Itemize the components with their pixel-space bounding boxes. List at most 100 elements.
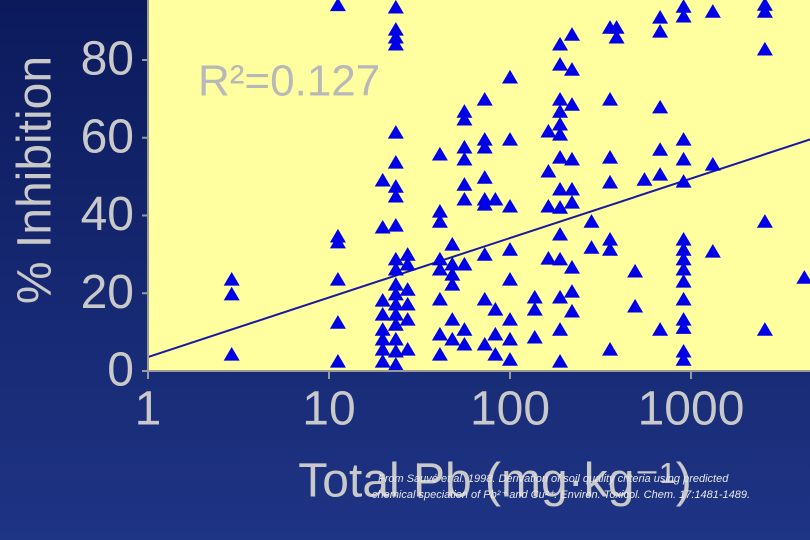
data-point bbox=[444, 331, 461, 346]
data-point bbox=[456, 151, 473, 166]
data-point bbox=[223, 286, 240, 301]
data-point bbox=[487, 301, 504, 316]
data-point bbox=[476, 197, 493, 211]
data-point bbox=[387, 125, 404, 139]
data-point bbox=[502, 69, 518, 84]
data-point bbox=[552, 322, 569, 336]
data-point bbox=[431, 146, 448, 161]
data-point bbox=[552, 149, 569, 164]
data-point bbox=[552, 127, 569, 141]
data-point bbox=[329, 0, 346, 12]
data-point bbox=[563, 97, 580, 111]
data-point bbox=[431, 214, 448, 228]
data-point bbox=[583, 214, 600, 228]
data-point bbox=[399, 282, 416, 296]
data-point bbox=[374, 219, 391, 234]
data-point bbox=[563, 284, 580, 298]
data-point bbox=[374, 331, 391, 346]
data-point bbox=[223, 272, 240, 286]
data-point bbox=[652, 322, 669, 336]
data-point bbox=[526, 329, 543, 344]
data-point bbox=[502, 272, 518, 286]
y-tick-label: 20 bbox=[81, 266, 134, 319]
citation-line: chemical speciation of Pb²⁺ and Cu²⁺. En… bbox=[372, 489, 750, 501]
data-point bbox=[675, 251, 692, 266]
x-tick-label: 1 bbox=[135, 383, 162, 436]
data-point bbox=[444, 312, 461, 326]
data-point bbox=[431, 261, 448, 276]
data-point bbox=[456, 111, 473, 126]
data-point bbox=[387, 296, 404, 311]
data-point bbox=[552, 181, 569, 196]
y-tick-label: 60 bbox=[81, 110, 134, 163]
data-point bbox=[502, 331, 518, 346]
data-point bbox=[374, 307, 391, 321]
data-point bbox=[756, 41, 773, 56]
x-tick-label: 1000 bbox=[638, 383, 745, 436]
data-point bbox=[502, 132, 518, 146]
data-point bbox=[444, 266, 461, 281]
data-point bbox=[636, 172, 653, 186]
data-point bbox=[552, 354, 569, 368]
data-point bbox=[456, 104, 473, 118]
data-point bbox=[444, 237, 461, 251]
data-point bbox=[387, 357, 404, 371]
data-point bbox=[444, 277, 461, 291]
y-tick-label: 40 bbox=[81, 188, 134, 241]
data-point bbox=[374, 293, 391, 307]
y-tick-label: 100 bbox=[54, 0, 134, 8]
data-point bbox=[540, 251, 557, 265]
data-point bbox=[387, 155, 404, 169]
data-point bbox=[675, 242, 692, 256]
data-point bbox=[456, 336, 473, 351]
data-point bbox=[387, 22, 404, 36]
data-point bbox=[374, 322, 391, 336]
data-point bbox=[540, 163, 557, 178]
data-point bbox=[476, 291, 493, 306]
data-point bbox=[456, 177, 473, 191]
data-point bbox=[387, 286, 404, 301]
data-point bbox=[552, 36, 569, 51]
data-point bbox=[675, 8, 692, 23]
data-point bbox=[387, 307, 404, 321]
data-point bbox=[502, 242, 518, 256]
data-point bbox=[602, 174, 619, 189]
data-point bbox=[756, 4, 773, 18]
data-point bbox=[602, 231, 619, 246]
data-point bbox=[756, 214, 773, 228]
data-point bbox=[387, 343, 404, 358]
data-point bbox=[552, 200, 569, 214]
data-point bbox=[675, 273, 692, 288]
data-point bbox=[223, 347, 240, 361]
data-point bbox=[704, 4, 721, 18]
data-point bbox=[387, 251, 404, 266]
data-point bbox=[552, 104, 569, 118]
data-point bbox=[552, 92, 569, 106]
data-point bbox=[563, 181, 580, 196]
data-point bbox=[675, 320, 692, 334]
data-point bbox=[652, 24, 669, 38]
data-point bbox=[431, 326, 448, 341]
data-point bbox=[704, 156, 721, 171]
data-point bbox=[756, 322, 773, 336]
data-point bbox=[487, 191, 504, 206]
data-point bbox=[456, 322, 473, 336]
data-point bbox=[602, 149, 619, 164]
data-point bbox=[552, 116, 569, 131]
data-point bbox=[387, 29, 404, 44]
data-point bbox=[526, 301, 543, 316]
plot-marks bbox=[148, 0, 810, 371]
data-point bbox=[502, 352, 518, 366]
data-point bbox=[652, 10, 669, 24]
data-point bbox=[608, 29, 625, 44]
data-point bbox=[487, 326, 504, 341]
data-point bbox=[487, 347, 504, 361]
data-point bbox=[675, 261, 692, 276]
data-point bbox=[675, 231, 692, 246]
data-point bbox=[540, 123, 557, 138]
data-point bbox=[399, 247, 416, 261]
data-point bbox=[563, 259, 580, 274]
data-point bbox=[502, 198, 518, 213]
data-point bbox=[374, 354, 391, 368]
data-point bbox=[431, 204, 448, 218]
